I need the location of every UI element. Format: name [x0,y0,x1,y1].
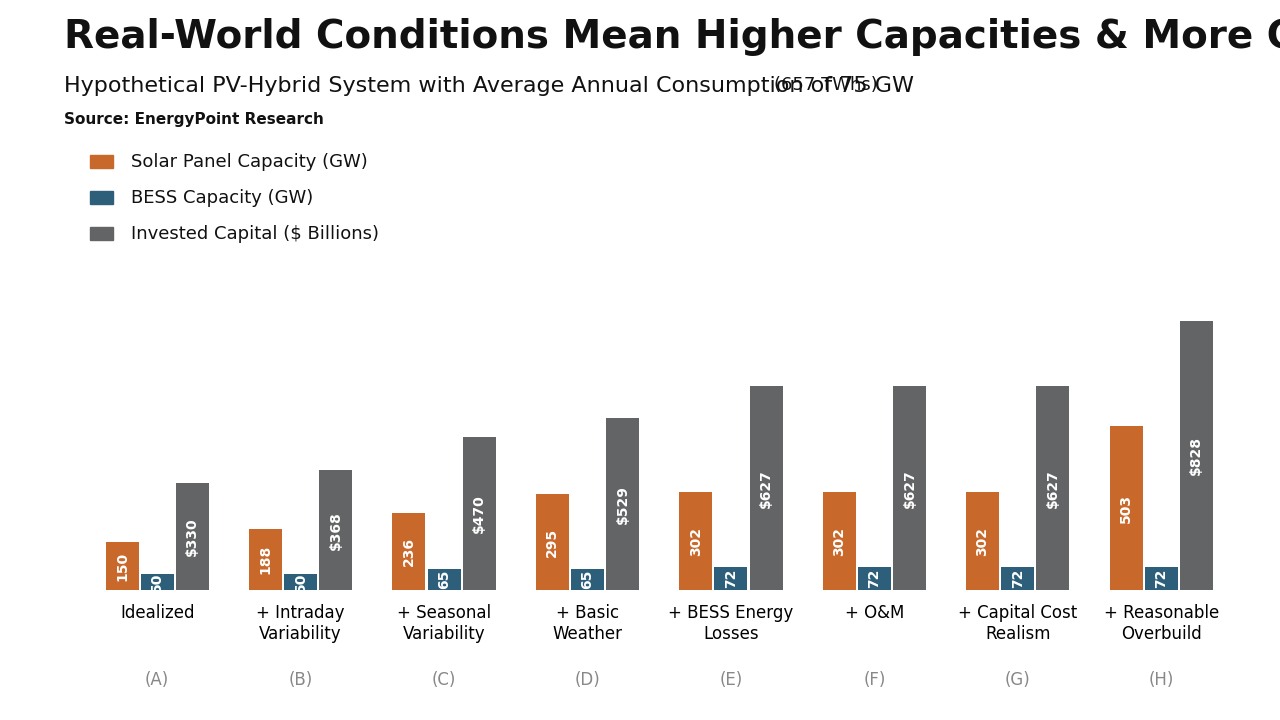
Text: $627: $627 [759,469,773,508]
Text: (F): (F) [863,671,886,689]
Bar [1144,567,1178,590]
Text: 150: 150 [115,552,129,580]
Text: 65: 65 [581,570,594,590]
Bar [1180,320,1213,590]
Bar [175,483,209,590]
Text: 72: 72 [1011,569,1025,588]
Bar [1110,426,1143,590]
Text: 302: 302 [975,527,989,556]
Text: (D): (D) [575,671,600,689]
Bar [428,570,461,590]
Text: 65: 65 [436,570,451,590]
Text: Invested Capital ($ Billions): Invested Capital ($ Billions) [131,225,379,243]
Text: $368: $368 [329,511,343,550]
Text: 50: 50 [150,572,164,592]
Text: $470: $470 [472,495,486,534]
Text: (C): (C) [431,671,456,689]
Text: Source: EnergyPoint Research: Source: EnergyPoint Research [64,112,324,127]
Text: (H): (H) [1148,671,1174,689]
Bar [571,570,604,590]
Bar [966,492,1000,590]
Text: Solar Panel Capacity (GW): Solar Panel Capacity (GW) [131,153,367,171]
Bar [319,470,352,590]
Bar [141,574,174,590]
Text: (A): (A) [145,671,169,689]
Bar [284,574,317,590]
Text: $529: $529 [616,485,630,523]
Text: Hypothetical PV-Hybrid System with Average Annual Consumption of 75 GW: Hypothetical PV-Hybrid System with Avera… [64,76,914,96]
Text: 72: 72 [868,569,882,588]
Bar [1037,386,1069,590]
Text: Real-World Conditions Mean Higher Capacities & More Capital . . .: Real-World Conditions Mean Higher Capaci… [64,18,1280,56]
Bar [536,494,568,590]
Bar [714,567,748,590]
Bar [823,492,856,590]
Bar [750,386,782,590]
Text: $828: $828 [1189,436,1203,475]
Text: 302: 302 [689,527,703,556]
Text: 302: 302 [832,527,846,556]
Text: 72: 72 [724,569,737,588]
Text: (E): (E) [719,671,742,689]
Bar [105,541,138,590]
Text: 295: 295 [545,528,559,557]
Bar [680,492,712,590]
Text: 236: 236 [402,537,416,567]
Text: $330: $330 [186,517,200,556]
Bar [250,529,282,590]
Text: BESS Capacity (GW): BESS Capacity (GW) [131,189,312,207]
Bar [858,567,891,590]
Text: (657 TWhs): (657 TWhs) [774,76,878,94]
Text: 50: 50 [293,572,307,592]
Bar [607,418,639,590]
Text: 503: 503 [1119,494,1133,523]
Bar [393,513,425,590]
Text: (G): (G) [1005,671,1030,689]
Text: 188: 188 [259,545,273,575]
Text: (B): (B) [288,671,312,689]
Text: $627: $627 [902,469,916,508]
Bar [1001,567,1034,590]
Bar [893,386,925,590]
Text: 72: 72 [1155,569,1169,588]
Text: $627: $627 [1046,469,1060,508]
Bar [462,437,495,590]
